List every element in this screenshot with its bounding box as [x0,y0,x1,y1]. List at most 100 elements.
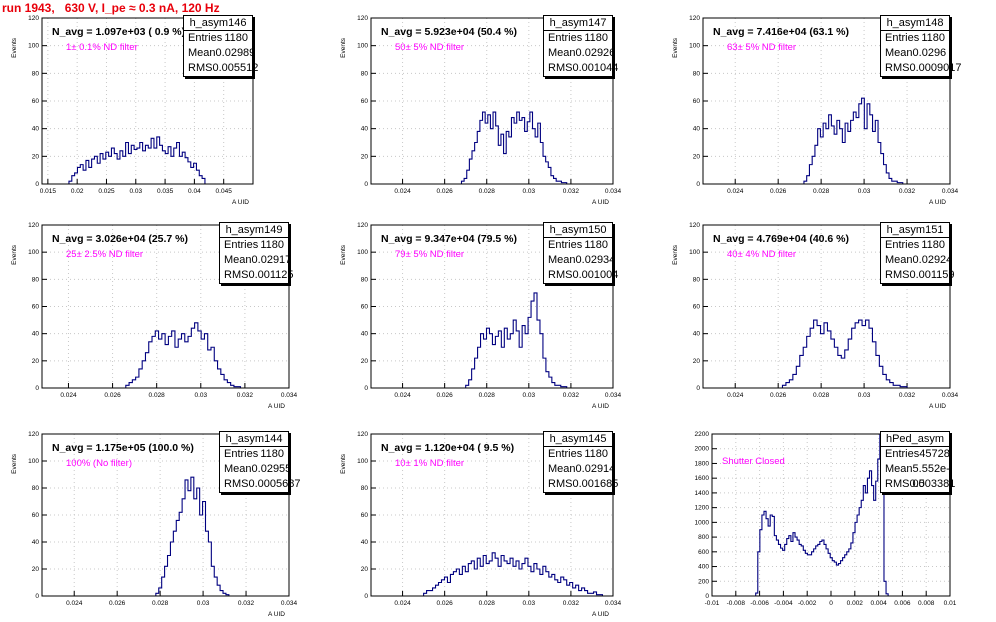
stats-value: 1180 [921,32,945,44]
stats-row-rms: RMS 0.003381 [881,477,955,492]
stats-value: 1180 [260,448,284,460]
x-axis-label: A UID [268,403,285,410]
stats-key: Entries [548,32,583,44]
stats-row-entries: Entries 1180 [220,238,288,253]
stats-key: RMS [885,269,910,281]
histogram-name: h_asym144 [220,432,288,447]
stats-value: 0.02955 [251,463,292,475]
histogram-pad: 0.024 0.026 0.028 0.03 0.032 0.034 0 20 40 60 80 10… [11,431,300,618]
stats-key: Entries [224,239,259,251]
y-tick-label: 120 [28,222,39,229]
plot-frame [41,17,254,185]
stats-row-rms: RMS 0.001159 [881,268,955,283]
histogram-series [125,322,242,388]
y-tick-label: 120 [689,222,700,229]
stats-row-mean: Mean 0.02926 [544,46,615,61]
plot-frame [370,224,614,389]
x-tick-label: 0.026 [104,392,121,399]
x-tick-label: 0.024 [394,600,411,607]
x-tick-label: 0.02 [71,188,84,195]
x-tick-label: 0.026 [770,188,787,195]
x-tick-label: 0 [829,600,833,607]
histogram-series [803,97,904,184]
x-tick-label: 0.015 [40,188,57,195]
histogram-plot: 0.024 0.026 0.028 0.03 0.032 0.034 0 20 40 60 80 10… [340,431,622,618]
y-tick-label: 0 [35,593,39,600]
y-tick-label: 1000 [695,519,710,526]
y-tick-label: 100 [357,249,368,256]
stats-value: 0.005512 [212,62,259,74]
stats-row-entries: Entries 1180 [544,238,612,253]
stats-value: 0.02934 [575,254,616,266]
x-tick-label: 0.026 [770,392,787,399]
n-avg-label: N_avg = 1.120e+04 ( 9.5 %) [381,442,515,454]
stats-value: 0.001159 [909,269,955,281]
y-tick-label: 1400 [695,490,710,497]
y-tick-label: 80 [32,70,40,77]
stats-value: 0.02989 [215,47,256,59]
y-tick-label: 20 [361,566,369,573]
y-tick-label: 100 [28,458,39,465]
x-tick-label: 0.026 [109,600,126,607]
stats-value: 1180 [224,32,248,44]
y-axis-label: Events [11,244,18,265]
filter-annotation: 100% (No filter) [66,458,132,469]
stats-key: Entries [224,448,259,460]
stats-key: RMS [885,62,910,74]
plot-frame [370,433,614,597]
x-tick-label: 0.024 [394,188,411,195]
x-tick-label: 0.028 [813,188,830,195]
y-tick-label: 20 [32,566,40,573]
x-tick-label: 0.03 [197,600,210,607]
x-tick-label: 0.028 [479,392,496,399]
x-axis-label: A UID [592,403,609,410]
x-tick-label: 0.026 [437,392,454,399]
stats-key: RMS [548,478,573,490]
stats-key: RMS [548,62,573,74]
y-tick-label: 20 [693,358,701,365]
stats-row-entries: Entries 1180 [881,238,949,253]
y-axis-label: Events [340,244,347,265]
filter-annotation: Shutter Closed [722,456,785,467]
filter-annotation: 1± 0.1% ND filter [66,42,138,53]
x-axis-label: A UID [929,403,946,410]
y-tick-label: 0 [364,181,368,188]
x-tick-label: 0.035 [157,188,174,195]
y-tick-label: 100 [689,249,700,256]
y-tick-label: 60 [32,304,40,311]
n-avg-label: N_avg = 1.175e+05 (100.0 %) [52,442,194,454]
plot-frame [41,224,290,389]
x-tick-label: 0.034 [605,188,622,195]
x-tick-label: 0.024 [727,188,744,195]
stats-key: Mean [224,254,252,266]
stats-row-rms: RMS 0.001004 [544,268,618,283]
stats-key: Mean [885,254,913,266]
x-tick-label: 0.03 [522,392,535,399]
x-axis-label: A UID [929,199,946,206]
filter-annotation: 79± 5% ND filter [395,249,465,260]
x-tick-label: 0.004 [870,600,887,607]
y-tick-label: 0 [696,385,700,392]
stats-value: 0.02924 [912,254,953,266]
stats-row-mean: Mean 0.02989 [184,46,255,61]
x-tick-label: 0.034 [942,188,959,195]
n-avg-label: N_avg = 3.026e+04 (25.7 %) [52,233,189,245]
x-axis-label: A UID [268,611,285,618]
x-tick-label: 0.034 [605,392,622,399]
y-tick-label: 1600 [695,475,710,482]
y-tick-label: 2000 [695,446,710,453]
stats-box: h_asym150 Entries 1180 Mean 0.02934 RMS 0.0010… [543,222,618,284]
x-tick-label: 0.032 [563,600,580,607]
stats-key: RMS [188,62,213,74]
y-tick-label: 100 [689,43,700,50]
y-tick-label: 40 [361,539,369,546]
plot-frame [702,224,951,389]
x-tick-label: 0.03 [858,188,871,195]
histogram-series [753,433,889,597]
x-tick-label: 0.002 [847,600,864,607]
stats-value: 1180 [921,239,945,251]
histogram-pad: 0.024 0.026 0.028 0.03 0.032 0.034 0 20 40 60 80 10… [11,222,298,410]
x-tick-label: -0.008 [727,600,746,607]
histogram-plot: 0.024 0.026 0.028 0.03 0.032 0.034 0 20 40 60 80 10… [11,431,298,618]
y-tick-label: 100 [28,249,39,256]
